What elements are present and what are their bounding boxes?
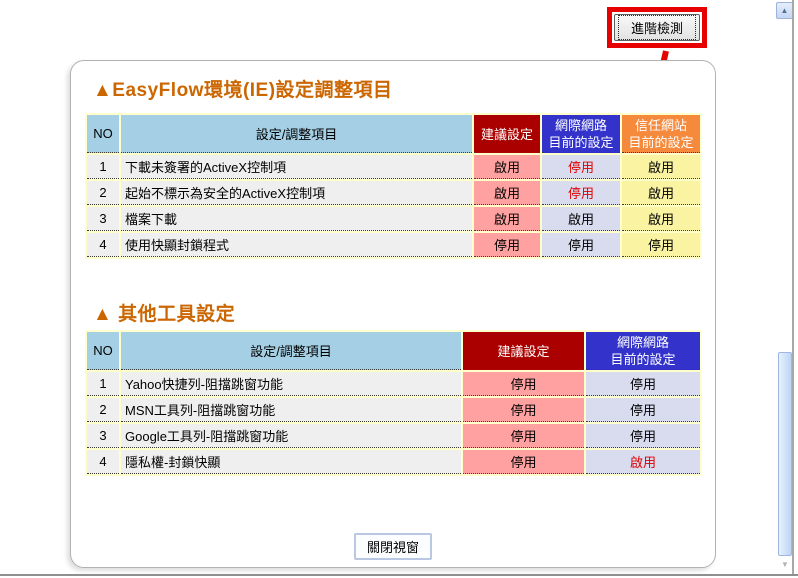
row-item: 下載未簽署的ActiveX控制項 <box>121 155 472 179</box>
row-no: 2 <box>87 181 119 205</box>
other-tools-table: NO 設定/調整項目 建議設定 網際網路 目前的設定 1 Yahoo快捷列-阻擋… <box>85 330 702 476</box>
scroll-up-icon: ▲ <box>780 6 789 15</box>
col-header-recommended: 建議設定 <box>463 332 584 370</box>
row-internet-value: 停用 <box>586 424 700 448</box>
col-header-no: NO <box>87 115 119 153</box>
table-row: 4 使用快顯封鎖程式 停用 停用 停用 <box>87 233 700 257</box>
row-no: 4 <box>87 450 119 474</box>
section1-title: ▲EasyFlow環境(IE)設定調整項目 <box>93 80 393 101</box>
table-row: 3 Google工具列-阻擋跳窗功能 停用 停用 <box>87 424 700 448</box>
row-no: 3 <box>87 207 119 231</box>
scroll-up-button[interactable]: ▲ <box>776 2 793 19</box>
row-recommended-value: 啟用 <box>474 181 540 205</box>
row-item: 使用快顯封鎖程式 <box>121 233 472 257</box>
row-item: 檔案下載 <box>121 207 472 231</box>
scroll-down-icon[interactable]: ▼ <box>781 560 789 569</box>
table-row: 2 起始不標示為安全的ActiveX控制項 啟用 停用 啟用 <box>87 181 700 205</box>
advanced-check-highlight-box: 進階檢測 <box>607 7 707 48</box>
row-internet-value: 啟用 <box>542 207 620 231</box>
table-row: 2 MSN工具列-阻擋跳窗功能 停用 停用 <box>87 398 700 422</box>
row-recommended-value: 啟用 <box>474 207 540 231</box>
row-trusted-value: 停用 <box>622 233 700 257</box>
row-item: Yahoo快捷列-阻擋跳窗功能 <box>121 372 461 396</box>
row-item: 起始不標示為安全的ActiveX控制項 <box>121 181 472 205</box>
other-tools-header-row: NO 設定/調整項目 建議設定 網際網路 目前的設定 <box>87 332 700 370</box>
row-recommended-value: 停用 <box>463 424 584 448</box>
row-trusted-value: 啟用 <box>622 207 700 231</box>
window-bottom-border <box>0 574 798 576</box>
col-header-internet-current: 網際網路 目前的設定 <box>542 115 620 153</box>
col-header-internet-current: 網際網路 目前的設定 <box>586 332 700 370</box>
row-internet-value: 停用 <box>542 233 620 257</box>
table-row: 1 下載未簽署的ActiveX控制項 啟用 停用 啟用 <box>87 155 700 179</box>
row-trusted-value: 啟用 <box>622 155 700 179</box>
row-no: 4 <box>87 233 119 257</box>
row-internet-value: 停用 <box>542 181 620 205</box>
table-row: 1 Yahoo快捷列-阻擋跳窗功能 停用 停用 <box>87 372 700 396</box>
col-header-item: 設定/調整項目 <box>121 115 472 153</box>
close-window-button[interactable]: 關閉視窗 <box>354 533 432 560</box>
row-internet-value: 停用 <box>586 372 700 396</box>
row-internet-value: 啟用 <box>586 450 700 474</box>
row-internet-value: 停用 <box>586 398 700 422</box>
col-header-no: NO <box>87 332 119 370</box>
row-trusted-value: 啟用 <box>622 181 700 205</box>
row-item: Google工具列-阻擋跳窗功能 <box>121 424 461 448</box>
ie-settings-table: NO 設定/調整項目 建議設定 網際網路 目前的設定 信任網站 目前的設定 1 <box>85 113 702 259</box>
scrollbar-thumb[interactable] <box>778 352 792 556</box>
table-row: 4 隱私權-封鎖快顯 停用 啟用 <box>87 450 700 474</box>
row-recommended-value: 停用 <box>474 233 540 257</box>
row-no: 1 <box>87 372 119 396</box>
row-recommended-value: 啟用 <box>474 155 540 179</box>
row-recommended-value: 停用 <box>463 372 584 396</box>
window-right-border <box>792 0 794 574</box>
row-no: 1 <box>87 155 119 179</box>
row-internet-value: 停用 <box>542 155 620 179</box>
row-item: 隱私權-封鎖快顯 <box>121 450 461 474</box>
row-no: 2 <box>87 398 119 422</box>
table-row: 3 檔案下載 啟用 啟用 啟用 <box>87 207 700 231</box>
col-header-recommended: 建議設定 <box>474 115 540 153</box>
row-recommended-value: 停用 <box>463 398 584 422</box>
content-panel: ▲EasyFlow環境(IE)設定調整項目 NO 設定/調整項目 建議設定 網際… <box>70 60 716 568</box>
col-header-item: 設定/調整項目 <box>121 332 461 370</box>
col-header-trusted-current: 信任網站 目前的設定 <box>622 115 700 153</box>
row-recommended-value: 停用 <box>463 450 584 474</box>
ie-settings-header-row: NO 設定/調整項目 建議設定 網際網路 目前的設定 信任網站 目前的設定 <box>87 115 700 153</box>
advanced-check-button-label: 進階檢測 <box>618 15 696 40</box>
row-item: MSN工具列-阻擋跳窗功能 <box>121 398 461 422</box>
advanced-check-button[interactable]: 進階檢測 <box>614 14 700 41</box>
row-no: 3 <box>87 424 119 448</box>
section2-title: ▲ 其他工具設定 <box>93 304 236 325</box>
